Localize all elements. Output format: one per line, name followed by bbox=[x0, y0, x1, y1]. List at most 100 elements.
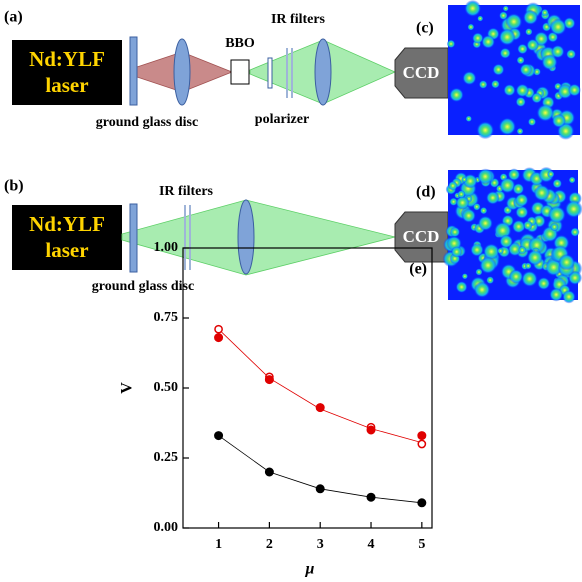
speckle bbox=[480, 207, 487, 214]
speckle bbox=[499, 29, 516, 46]
speckle bbox=[447, 40, 456, 49]
bbo-label: BBO bbox=[225, 36, 255, 51]
speckle bbox=[491, 80, 500, 89]
y-tick-label: 0.50 bbox=[154, 380, 179, 395]
speckle bbox=[562, 290, 575, 303]
speckle bbox=[536, 104, 554, 122]
x-tick-label: 1 bbox=[215, 537, 222, 552]
chart-annotation: (e) bbox=[409, 261, 427, 278]
speckle bbox=[500, 48, 511, 59]
speckle bbox=[473, 203, 481, 211]
speckle bbox=[466, 116, 472, 122]
speckle bbox=[523, 10, 538, 25]
speckle bbox=[516, 84, 530, 98]
speckle bbox=[516, 56, 524, 64]
ground-glass-disc bbox=[130, 204, 137, 272]
y-tick-label: 1.00 bbox=[154, 240, 179, 255]
lens bbox=[238, 200, 254, 274]
speckle bbox=[537, 277, 550, 290]
speckle bbox=[493, 64, 505, 76]
speckle-image bbox=[443, 167, 582, 304]
speckle-image bbox=[447, 0, 581, 140]
speckle bbox=[565, 200, 582, 218]
speckle bbox=[457, 190, 465, 198]
data-point bbox=[265, 376, 273, 384]
panel-label: (d) bbox=[416, 184, 436, 201]
speckle bbox=[521, 271, 537, 287]
data-point bbox=[418, 499, 426, 507]
data-point bbox=[215, 326, 222, 333]
speckle bbox=[462, 71, 476, 85]
speckle bbox=[476, 121, 494, 139]
ir-filter bbox=[291, 48, 293, 98]
speckle bbox=[503, 5, 509, 11]
speckle bbox=[451, 246, 462, 257]
polarizer bbox=[268, 58, 272, 88]
speckle bbox=[462, 273, 468, 279]
disc-label: ground glass disc bbox=[96, 115, 198, 130]
data-point bbox=[265, 468, 273, 476]
speckle bbox=[541, 9, 549, 17]
speckle bbox=[481, 35, 495, 49]
data-point bbox=[367, 426, 375, 434]
data-point bbox=[418, 440, 425, 447]
speckle bbox=[479, 257, 496, 274]
laser-label: Nd:YLF bbox=[29, 47, 105, 71]
speckle bbox=[478, 216, 493, 231]
ir-filter bbox=[189, 205, 191, 270]
speckle bbox=[550, 223, 559, 232]
lens bbox=[174, 39, 190, 105]
filters-label: IR filters bbox=[159, 184, 214, 199]
speckle bbox=[570, 227, 579, 236]
speckle bbox=[477, 168, 493, 184]
speckle bbox=[518, 246, 526, 254]
y-tick-label: 0.00 bbox=[154, 520, 179, 535]
speckle bbox=[566, 49, 576, 59]
speckle bbox=[448, 181, 458, 191]
ir-filter bbox=[286, 48, 288, 98]
plot-frame bbox=[183, 248, 432, 528]
speckle bbox=[569, 177, 576, 184]
polarizer-label: polarizer bbox=[255, 112, 309, 127]
speckle bbox=[509, 269, 523, 283]
ccd-label: CCD bbox=[403, 227, 440, 246]
x-tick-label: 3 bbox=[317, 537, 324, 552]
speckle bbox=[512, 183, 524, 195]
data-point bbox=[367, 493, 375, 501]
speckle bbox=[541, 54, 557, 70]
speckle bbox=[464, 0, 481, 17]
speckle bbox=[548, 206, 566, 224]
data-point bbox=[418, 432, 426, 440]
x-axis-label: μ bbox=[305, 561, 315, 578]
speckle bbox=[497, 248, 504, 255]
data-point bbox=[215, 432, 223, 440]
speckle bbox=[474, 281, 490, 297]
speckle bbox=[527, 250, 543, 266]
speckle bbox=[552, 179, 562, 189]
speckle bbox=[550, 18, 567, 35]
speckle bbox=[547, 171, 554, 178]
panel-label: (c) bbox=[416, 20, 434, 37]
x-tick-label: 2 bbox=[266, 537, 273, 552]
ccd-label: CCD bbox=[403, 63, 440, 82]
speckle bbox=[517, 128, 524, 135]
speckle bbox=[531, 92, 542, 103]
speckle bbox=[467, 24, 474, 31]
speckle bbox=[525, 28, 533, 36]
speckle bbox=[462, 208, 476, 222]
fit-line bbox=[219, 329, 422, 442]
speckle bbox=[517, 44, 528, 55]
speckle bbox=[503, 84, 515, 96]
speckle bbox=[520, 63, 533, 76]
bbo-crystal bbox=[231, 60, 249, 84]
speckle bbox=[508, 168, 521, 181]
speckle bbox=[512, 220, 525, 233]
y-axis-label: V bbox=[119, 382, 136, 394]
speckle bbox=[450, 227, 461, 238]
disc-label: ground glass disc bbox=[92, 279, 194, 294]
speckle bbox=[477, 15, 483, 21]
speckle bbox=[479, 80, 488, 89]
ground-glass-disc bbox=[130, 37, 137, 105]
speckle bbox=[461, 176, 467, 182]
data-point bbox=[215, 334, 223, 342]
